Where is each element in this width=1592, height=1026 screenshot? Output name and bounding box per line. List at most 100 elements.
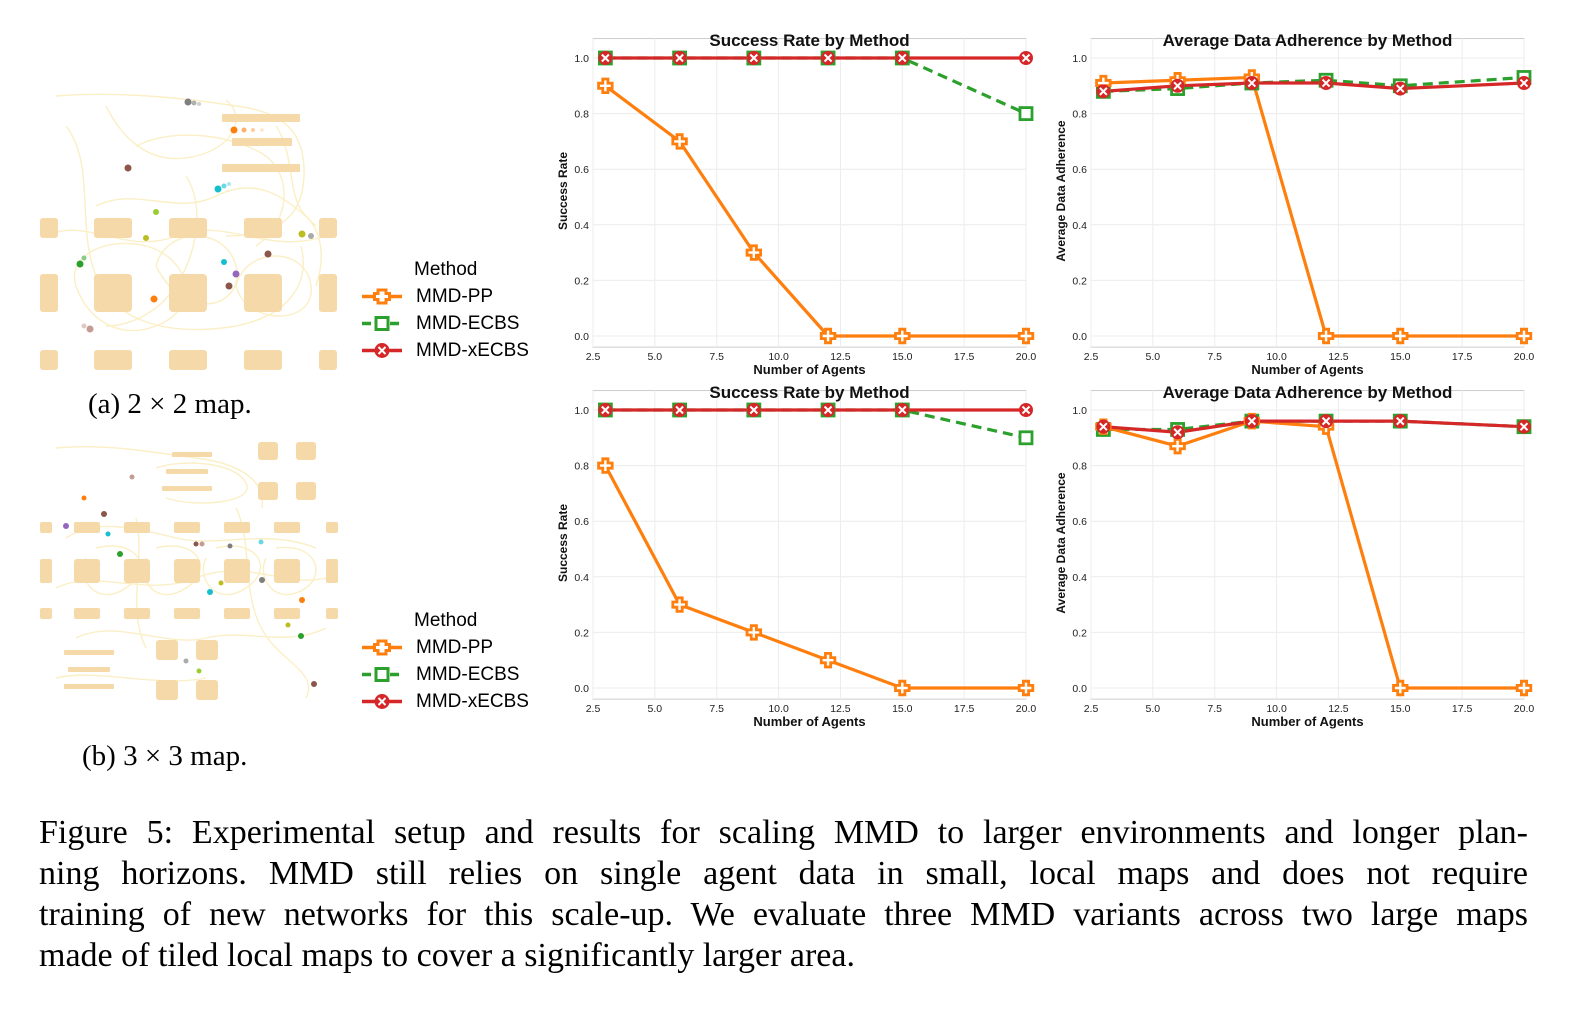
data-point-x: [1244, 76, 1259, 91]
chart-data-adherence-2x2: 2.5 5.0 7.5 10.0 12.5 15.0 17.5 20.0 0.0 0.2 0.4 0.…: [1046, 26, 1538, 377]
legend-entry-mmd-ecbs: MMD-ECBS: [362, 661, 562, 688]
y-tick-label: 0.6: [574, 164, 589, 176]
chart-svg: 2.5 5.0 7.5 10.0 12.5 15.0 17.5 20.0 0.0 0.2 0.4 0.…: [1054, 383, 1535, 729]
series-lines: [604, 56, 1027, 338]
data-point-plus: [1317, 327, 1335, 345]
y-tick-label: 0.8: [1072, 461, 1087, 473]
y-tick-label: 0.6: [574, 516, 589, 528]
x-tick-label: 17.5: [954, 351, 975, 363]
panel-a-caption: (a) 2 × 2 map.: [88, 388, 252, 420]
data-point-x-cross: [1519, 422, 1529, 431]
y-tick-label: 0.8: [574, 109, 589, 121]
data-point-x: [1517, 419, 1531, 434]
caption-line: Figure 5: Experimental setup and results…: [39, 814, 1528, 851]
data-point-x: [598, 403, 613, 417]
x-marker-icon: [362, 694, 402, 709]
x-tick-label: 7.5: [709, 703, 724, 715]
map-3x3-figure: [40, 442, 338, 700]
x-axis-label: Number of Agents: [1251, 362, 1363, 377]
x-axis-label: Number of Agents: [753, 714, 865, 729]
x-axis-label: Number of Agents: [1251, 714, 1363, 729]
data-point-x: [672, 403, 687, 417]
series-line-mmd-pp: [1103, 75, 1524, 338]
x-tick-label: 7.5: [1207, 703, 1222, 715]
data-point-x: [746, 403, 761, 417]
plot-area: [1090, 390, 1525, 700]
series-line-mmd-xecbs: [1103, 81, 1525, 93]
y-tick-label: 0.8: [1072, 109, 1087, 121]
figure-caption: Figure 5: Experimental setup and results…: [39, 812, 1528, 976]
y-tick-label: 0.2: [1072, 275, 1087, 287]
x-tick-label: 15.0: [892, 351, 913, 363]
y-tick-label: 0.0: [1072, 683, 1087, 695]
x-tick-label: 10.0: [768, 351, 789, 363]
data-point-x: [821, 51, 836, 65]
x-tick-label: 5.0: [1146, 351, 1161, 363]
legend-label: MMD-xECBS: [416, 339, 529, 361]
legend-title: Method: [414, 259, 478, 280]
chart-svg: 2.5 5.0 7.5 10.0 12.5 15.0 17.5 20.0 0.0 0.2 0.4 0.…: [556, 31, 1037, 377]
legend-label: MMD-xECBS: [416, 690, 529, 712]
legend-entry-mmd-xecbs: MMD-xECBS: [362, 688, 562, 715]
plus-marker-icon: [362, 288, 402, 305]
y-tick-label: 1.0: [574, 405, 589, 417]
chart-title: Average Data Adherence by Method: [1163, 383, 1453, 402]
x-tick-label: 12.5: [1328, 351, 1349, 363]
legend-title: Method: [414, 610, 478, 631]
series-lines: [1102, 419, 1525, 690]
series-markers: [1095, 412, 1533, 697]
data-point-x-cross: [823, 53, 833, 63]
caption-line: made of tiled local maps to cover a sign…: [39, 937, 855, 974]
square-marker-icon: [362, 316, 402, 331]
data-point-x-cross: [1173, 428, 1182, 437]
x-tick-label: 20.0: [1016, 351, 1037, 363]
data-point-x: [1096, 84, 1111, 99]
data-point-x-cross: [823, 405, 833, 415]
y-axis-label: Average Data Adherence: [1054, 120, 1068, 261]
data-point-x-cross: [601, 53, 610, 63]
y-tick-label: 0.4: [574, 220, 589, 232]
data-point-x: [598, 51, 613, 65]
data-point-plus: [597, 77, 614, 94]
data-point-x-cross: [1396, 84, 1405, 93]
data-point-plus: [671, 133, 688, 150]
y-tick-label: 1.0: [1072, 405, 1087, 417]
data-point-square: [1018, 106, 1034, 121]
data-point-x-cross: [1021, 53, 1031, 63]
data-point-plus: [819, 652, 837, 669]
data-point-plus: [1515, 327, 1533, 345]
data-point-plus: [1392, 327, 1409, 345]
data-point-x-cross: [1519, 78, 1529, 88]
legend-label: MMD-ECBS: [416, 312, 520, 334]
data-point-x-cross: [675, 53, 684, 63]
x-tick-label: 2.5: [586, 703, 601, 715]
data-point-plus: [745, 244, 763, 261]
x-tick-label: 5.0: [1146, 703, 1161, 715]
grid: [1090, 38, 1525, 348]
y-tick-label: 0.4: [574, 572, 589, 584]
data-point-x: [1319, 76, 1334, 91]
caption-line: training of new networks for this scale-…: [39, 896, 1528, 933]
x-tick-label: 12.5: [830, 351, 851, 363]
series-line-mmd-pp: [1102, 419, 1524, 690]
x-tick-label: 10.0: [1266, 351, 1287, 363]
data-point-x-cross: [1173, 81, 1182, 91]
legend-label: MMD-PP: [416, 285, 494, 307]
plot-area: [592, 390, 1027, 700]
legend-entry-mmd-ecbs: MMD-ECBS: [362, 310, 562, 337]
data-point-x-cross: [1099, 87, 1108, 96]
data-point-plus: [1017, 679, 1035, 697]
chart-title: Average Data Adherence by Method: [1163, 31, 1453, 50]
data-point-plus: [1392, 679, 1409, 697]
legend-entry-mmd-xecbs: MMD-xECBS: [362, 337, 562, 364]
data-point-plus: [671, 596, 688, 613]
series-markers: [597, 50, 1035, 345]
data-point-x-cross: [749, 405, 759, 415]
data-point-x: [1096, 419, 1111, 434]
y-tick-label: 0.0: [574, 683, 589, 695]
series-line-mmd-pp: [604, 84, 1026, 338]
data-point-plus: [819, 327, 837, 345]
y-tick-label: 0.2: [574, 275, 589, 287]
data-point-plus: [1169, 437, 1186, 455]
x-tick-label: 20.0: [1514, 703, 1535, 715]
